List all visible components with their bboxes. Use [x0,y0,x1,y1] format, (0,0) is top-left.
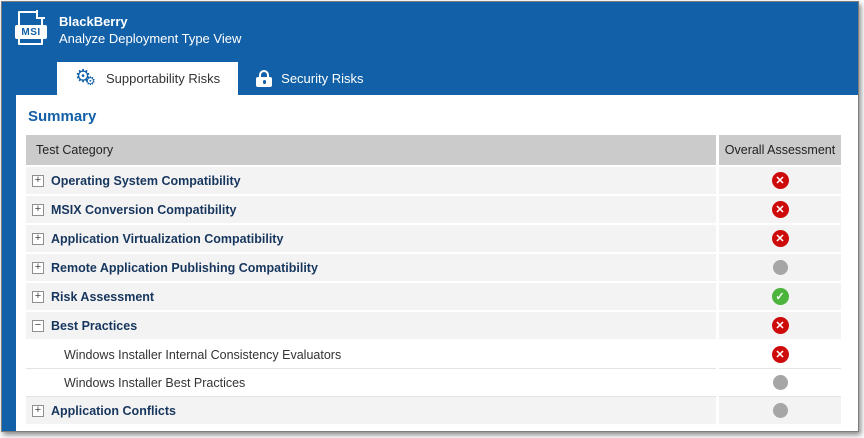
table-row[interactable]: + Remote Application Publishing Compatib… [26,254,841,281]
left-accent-strip [2,95,16,431]
error-status-icon: ✕ [771,201,789,218]
neutral-status-icon [772,403,788,418]
table-row[interactable]: − Best Practices ✕ [26,312,841,339]
row-label: Application Conflicts [51,403,176,418]
msi-file-icon-label: MSI [15,25,47,39]
table-row[interactable]: Windows Installer Internal Consistency E… [26,341,841,369]
tab-supportability-risks[interactable]: ⚙ ⚙ Supportability Risks [57,62,239,95]
error-status-icon: ✕ [771,346,789,363]
title-header: MSI BlackBerry Analyze Deployment Type V… [2,2,858,58]
row-label: Best Practices [51,318,138,333]
table-row[interactable]: + Application Conflicts [26,397,841,424]
row-label: Application Virtualization Compatibility [51,231,284,246]
expand-icon[interactable]: + [32,290,44,303]
package-title: BlackBerry [59,14,128,29]
table-row[interactable]: + MSIX Conversion Compatibility ✕ [26,196,841,223]
collapse-icon[interactable]: − [32,319,44,332]
table-row[interactable]: + Application Virtualization Compatibili… [26,225,841,252]
expand-icon[interactable]: + [32,232,44,245]
row-label: Windows Installer Best Practices [64,375,246,390]
expand-icon[interactable]: + [32,174,44,187]
application-window: MSI BlackBerry Analyze Deployment Type V… [1,1,859,432]
msi-file-icon: MSI [15,10,47,49]
neutral-status-icon [772,375,788,390]
error-status-icon: ✕ [771,230,789,247]
summary-table: Test Category Overall Assessment + Opera… [26,135,841,424]
expand-icon[interactable]: + [32,261,44,274]
column-header-test-category: Test Category [26,135,716,165]
tab-security-risks[interactable]: Security Risks [238,62,381,95]
tab-label: Supportability Risks [106,71,221,86]
row-label: Remote Application Publishing Compatibil… [51,260,318,275]
row-label: Risk Assessment [51,289,155,304]
success-status-icon: ✓ [771,288,789,305]
table-header-row: Test Category Overall Assessment [26,135,841,165]
expand-icon[interactable]: + [32,203,44,216]
row-label: MSIX Conversion Compatibility [51,202,237,217]
lock-icon [256,70,273,87]
error-status-icon: ✕ [771,317,789,334]
summary-heading: Summary [28,108,97,125]
row-label: Operating System Compatibility [51,173,241,188]
tab-bar: ⚙ ⚙ Supportability Risks Security Risks [2,58,858,95]
main-panel: Summary Test Category Overall Assessment… [16,95,858,431]
row-label: Windows Installer Internal Consistency E… [64,347,342,362]
error-status-icon: ✕ [771,172,789,189]
column-header-overall-assessment: Overall Assessment [719,135,841,165]
view-subtitle: Analyze Deployment Type View [59,31,242,46]
table-row[interactable]: + Operating System Compatibility ✕ [26,167,841,194]
expand-icon[interactable]: + [32,404,44,417]
table-row[interactable]: + Risk Assessment ✓ [26,283,841,310]
neutral-status-icon [772,260,788,275]
table-row[interactable]: Windows Installer Best Practices [26,369,841,397]
gears-icon: ⚙ ⚙ [75,65,96,88]
tab-label: Security Risks [281,71,364,86]
